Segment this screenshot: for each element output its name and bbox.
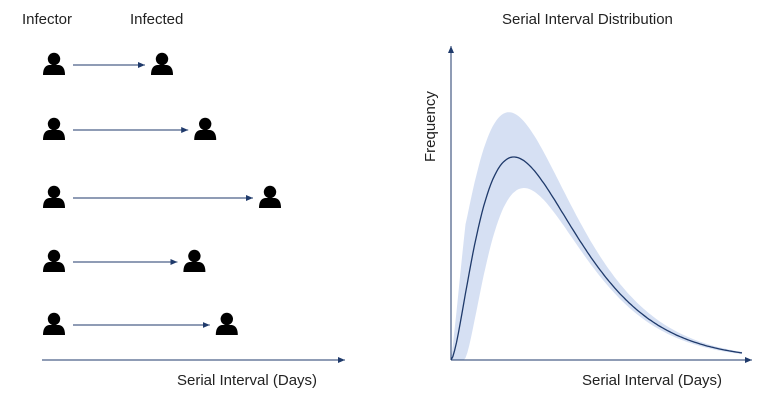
infector-person-icon bbox=[43, 312, 65, 335]
serial-interval-examples-panel: Infector Infected Serial Interval (Days) bbox=[0, 0, 390, 411]
distribution-title: Serial Interval Distribution bbox=[502, 11, 673, 28]
infected-header: Infected bbox=[130, 11, 184, 28]
infected-person-icon bbox=[151, 52, 173, 75]
left-x-axis-label: Serial Interval (Days) bbox=[177, 372, 318, 389]
infected-person-icon bbox=[215, 312, 238, 335]
serial-interval-distribution-panel: Serial Interval Distribution Frequency S… bbox=[390, 0, 781, 411]
transmission-pairs-diagram bbox=[42, 52, 345, 363]
infector-person-icon bbox=[43, 52, 65, 75]
infector-header: Infector bbox=[22, 11, 73, 28]
infected-person-icon bbox=[259, 185, 281, 208]
infected-person-icon bbox=[183, 249, 206, 272]
infector-person-icon bbox=[43, 117, 65, 140]
frequency-axis-label: Frequency bbox=[422, 91, 439, 162]
infector-person-icon bbox=[43, 185, 65, 208]
infected-person-icon bbox=[194, 117, 217, 140]
distribution-chart bbox=[448, 46, 752, 363]
uncertainty-band bbox=[451, 112, 742, 360]
infector-person-icon bbox=[43, 249, 65, 272]
distribution-curve bbox=[450, 156, 743, 361]
right-x-axis-label: Serial Interval (Days) bbox=[582, 372, 723, 389]
